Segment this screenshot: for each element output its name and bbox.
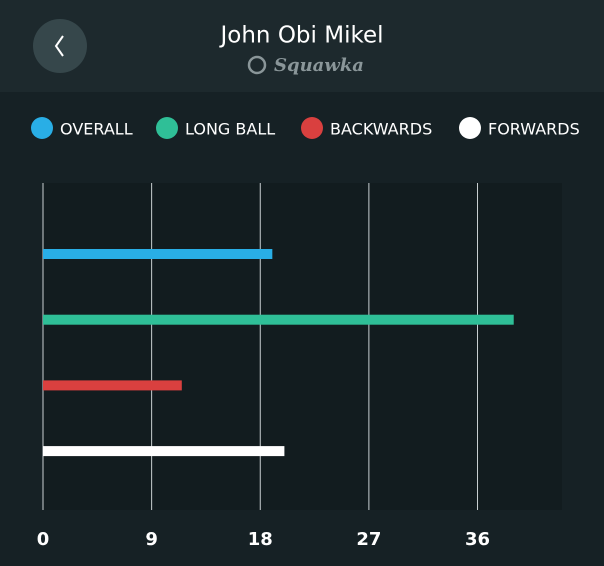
header — [0, 0, 604, 92]
legend-label: FORWARDS — [488, 120, 580, 139]
bar — [43, 249, 273, 259]
bar — [43, 446, 285, 457]
legend-swatch — [156, 117, 178, 139]
x-tick-label: 36 — [465, 529, 490, 550]
legend-label: BACKWARDS — [330, 120, 432, 139]
bar — [43, 380, 182, 391]
chart-subtitle: Squawka — [274, 55, 364, 76]
legend-swatch — [459, 117, 481, 139]
legend-swatch — [31, 117, 53, 139]
legend-label: OVERALL — [60, 120, 133, 139]
x-tick-label: 9 — [145, 529, 158, 550]
logo-icon — [247, 55, 267, 75]
chart-title: John Obi Mikel — [219, 23, 384, 49]
bar — [43, 314, 514, 325]
x-tick-label: 27 — [356, 529, 381, 550]
back-button[interactable] — [33, 19, 87, 73]
x-tick-label: 0 — [37, 529, 50, 550]
legend-label: LONG BALL — [185, 120, 275, 139]
x-tick-label: 18 — [248, 529, 273, 550]
legend-swatch — [301, 117, 323, 139]
plot-area — [43, 183, 562, 510]
back-icon — [54, 35, 64, 57]
